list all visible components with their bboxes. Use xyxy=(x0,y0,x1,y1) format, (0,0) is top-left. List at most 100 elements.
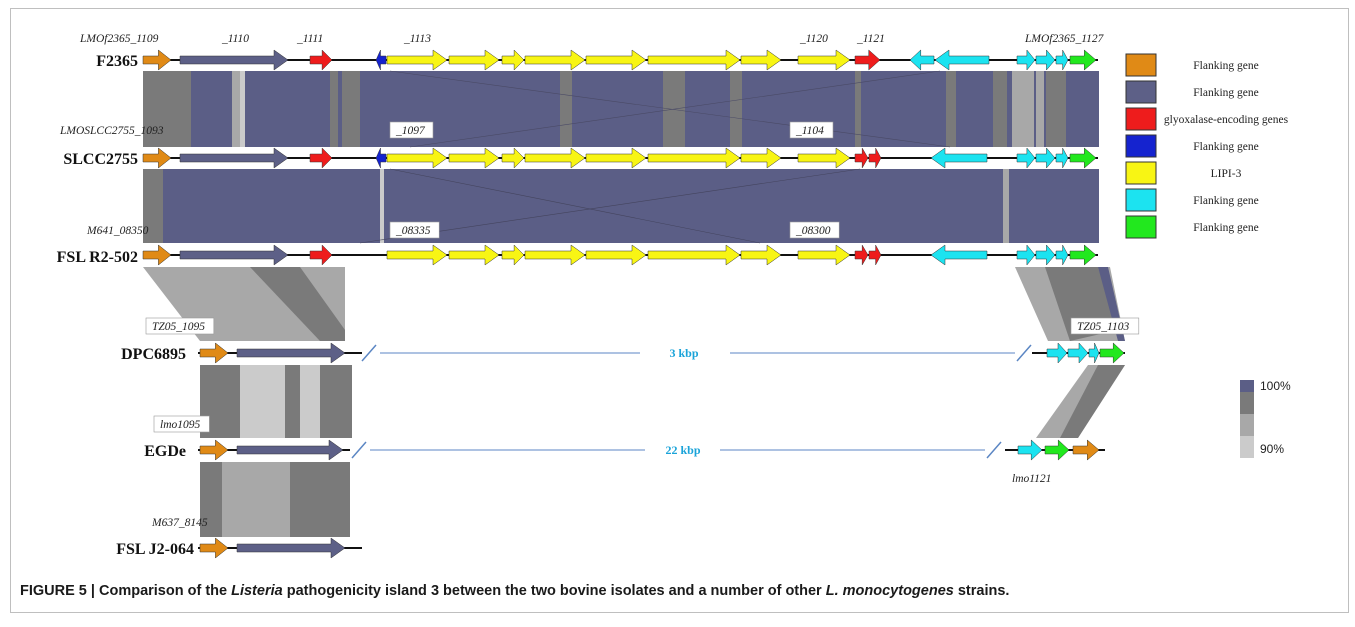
caption-genus: Listeria xyxy=(231,583,283,599)
gene-red xyxy=(854,147,869,169)
band-stripe xyxy=(1036,71,1044,147)
gene-red xyxy=(854,244,869,266)
gene-slate xyxy=(236,342,346,364)
band-stripe xyxy=(946,71,956,147)
lipi3-comparison-diagram: F2365 LMOf2365_1109 _1110 _1111 _1113 _1120 _1… xyxy=(57,33,1291,559)
legend-label: LIPI-3 xyxy=(1211,168,1242,180)
gene-cyan xyxy=(1035,147,1056,169)
gene-yellow xyxy=(740,244,782,266)
gene-cyan xyxy=(1055,244,1069,266)
scale-swatch xyxy=(1240,380,1254,392)
gene-slate xyxy=(236,439,344,461)
locus-label-box xyxy=(389,121,434,139)
band-stripe xyxy=(240,365,285,438)
gap-break-mark xyxy=(361,344,377,362)
gene-yellow xyxy=(797,244,851,266)
gap-break-mark xyxy=(1016,344,1032,362)
locus-label: LMOSLCC2755_1093 xyxy=(59,125,164,137)
locus-label: M637_8145 xyxy=(151,517,208,529)
gene-yellow xyxy=(448,147,500,169)
legend-swatch xyxy=(1125,80,1157,104)
strain-name: F2365 xyxy=(96,53,138,70)
locus-label: _1104 xyxy=(795,125,824,137)
gene-orange xyxy=(142,244,172,266)
gene-yellow xyxy=(501,49,525,71)
gene-cyan xyxy=(1016,49,1036,71)
gene-yellow xyxy=(740,147,782,169)
gene-cyan xyxy=(1055,49,1069,71)
locus-label: _1097 xyxy=(395,125,426,137)
locus-label: _08335 xyxy=(395,225,431,237)
locus-label: _1113 xyxy=(403,33,431,45)
similarity-bands xyxy=(143,70,1125,537)
similarity-scale: 100% 90% xyxy=(1240,379,1291,458)
gap-size-label: 3 kbp xyxy=(669,346,698,360)
gene-yellow xyxy=(524,147,586,169)
band-stripe xyxy=(993,71,1007,147)
band-stripe xyxy=(380,169,384,243)
band-stripe xyxy=(143,169,163,243)
locus-label: _1121 xyxy=(856,33,885,45)
locus-label: _1111 xyxy=(296,33,323,45)
locus-labels: F2365 LMOf2365_1109 _1110 _1111 _1113 _1120 _1… xyxy=(57,33,1140,558)
scale-swatch xyxy=(1240,414,1254,436)
gene-cyan xyxy=(1035,244,1056,266)
legend-label: Flanking gene xyxy=(1193,60,1258,72)
gene-cyan xyxy=(1055,147,1069,169)
gene-cyan xyxy=(1017,439,1043,461)
locus-label: _1120 xyxy=(799,33,828,45)
locus-label-box xyxy=(145,317,215,335)
genome-tracks xyxy=(142,49,1125,559)
gene-red xyxy=(854,49,881,71)
gap-break-mark xyxy=(986,441,1002,459)
scale-swatch xyxy=(1240,436,1254,458)
gene-red xyxy=(309,147,333,169)
strain-name: DPC6895 xyxy=(121,346,186,363)
gene-orange xyxy=(1072,439,1100,461)
band-crossline xyxy=(389,168,761,244)
band-stripe xyxy=(1003,169,1009,243)
gene-red xyxy=(868,244,882,266)
legend-swatch xyxy=(1125,215,1157,239)
gene-orange xyxy=(199,537,229,559)
gene-blue xyxy=(375,147,387,169)
gene-orange xyxy=(199,439,229,461)
gene-cyan xyxy=(930,244,988,266)
strain-name: EGDe xyxy=(144,443,186,460)
gene-yellow xyxy=(524,49,586,71)
locus-label: lmo1121 xyxy=(1012,473,1051,485)
color-legend: Flanking gene Flanking gene glyoxalase-enc… xyxy=(1125,53,1289,239)
gene-yellow xyxy=(797,49,851,71)
gene-yellow xyxy=(647,244,741,266)
locus-label: LMOf2365_1127 xyxy=(1024,33,1105,45)
band-stripe xyxy=(290,462,350,537)
gene-yellow xyxy=(386,49,448,71)
legend-label: glyoxalase-encoding genes xyxy=(1164,114,1289,126)
legend-swatch xyxy=(1125,161,1157,185)
gene-orange xyxy=(142,147,172,169)
locus-label: _1110 xyxy=(221,33,249,45)
gene-slate xyxy=(179,49,289,71)
legend-label: Flanking gene xyxy=(1193,87,1258,99)
gene-cyan xyxy=(1067,342,1089,364)
gene-green xyxy=(1069,147,1097,169)
strain-name: FSL R2-502 xyxy=(57,249,138,266)
locus-label-box xyxy=(1070,317,1140,335)
gene-green xyxy=(1069,49,1097,71)
gene-yellow xyxy=(647,147,741,169)
scale-max-label: 100% xyxy=(1260,379,1291,393)
gene-yellow xyxy=(386,244,448,266)
locus-label: lmo1095 xyxy=(160,419,201,431)
gene-cyan xyxy=(934,49,990,71)
scale-min-label: 90% xyxy=(1260,442,1284,456)
legend-label: Flanking gene xyxy=(1193,141,1258,153)
gene-cyan xyxy=(1088,342,1100,364)
gene-yellow xyxy=(524,244,586,266)
locus-label-box xyxy=(389,221,440,239)
band-stripe xyxy=(1046,71,1066,147)
locus-label-box xyxy=(789,221,840,239)
band-stripe xyxy=(200,462,222,537)
band-crossline xyxy=(389,70,951,148)
gene-slate xyxy=(236,537,346,559)
gene-orange xyxy=(199,342,229,364)
